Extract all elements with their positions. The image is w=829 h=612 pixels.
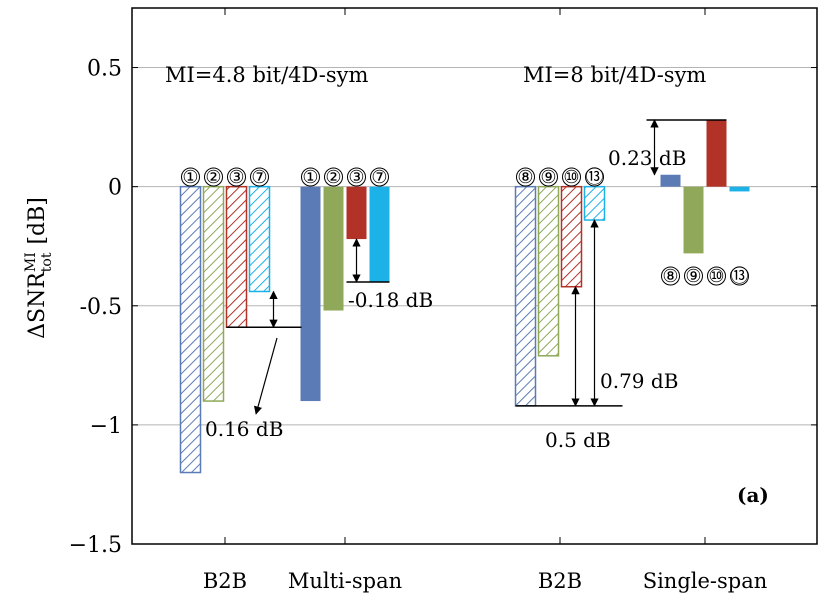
series-marker: ⑨: [540, 167, 556, 188]
pointer-arrow: [253, 337, 278, 415]
x-tick-label: B2B: [538, 569, 582, 593]
series-marker-circle: [301, 167, 320, 187]
annotation-label: 0.5 dB: [545, 428, 611, 452]
y-axis-label: ΔSNRMItot [dB]: [23, 197, 55, 339]
series-marker-circle: [227, 167, 246, 187]
y-tick-label: −1: [90, 414, 122, 439]
series-marker-circle: [347, 167, 366, 187]
series-marker-circle: [661, 266, 680, 286]
series-marker-circle: [585, 167, 604, 187]
series-marker: ⑬: [731, 266, 749, 287]
bar: [729, 186, 750, 192]
series-marker-circle: [250, 167, 269, 187]
bar: [369, 186, 390, 282]
series-marker-circle: [516, 167, 535, 187]
series-marker: ①: [182, 167, 198, 188]
series-marker-circle: [707, 266, 726, 286]
series-marker-circle: [539, 167, 558, 187]
svg-text:ΔSNRMItot[dB]: ΔSNRMItot [dB]: [23, 197, 55, 339]
bar: [537, 185, 560, 357]
x-tick-label: Single-span: [643, 569, 768, 593]
bar: [683, 186, 704, 254]
y-axis-label-sup: MI: [23, 252, 39, 272]
panel-label: (a): [737, 483, 769, 507]
bars-layer: ① ② ③ ⑦ ① ② ③ ⑦ ⑧ ⑨ ⑩ ⑬⑧ ⑨ ⑩ ⑬: [179, 119, 750, 474]
series-marker: ⑦: [251, 167, 267, 188]
axis-layer: 0.5 0 -0.5 −1 −1.5 B2B Multi-span B2B Single-spa…: [69, 7, 818, 593]
bar: [225, 185, 248, 328]
y-tick-label: 0.5: [87, 57, 122, 82]
bar: [248, 185, 271, 293]
annotation-label: 0.79 dB: [600, 369, 678, 393]
series-marker-circle: [370, 167, 389, 187]
annotation-label: 0.16 dB: [205, 417, 283, 441]
bar: [323, 186, 344, 311]
series-marker: ⑧: [517, 167, 533, 188]
annotation-layer: 0.16 dB -0.18 dB 0.79 dB 0.5 dB 0.23 dB: [205, 119, 727, 452]
plot-frame: [131, 7, 818, 545]
bar: [706, 119, 727, 187]
y-tick-label: 0: [108, 176, 122, 201]
series-marker: ②: [325, 167, 341, 188]
series-marker: ⑧: [662, 266, 678, 287]
bar: [179, 185, 202, 474]
annotation-label: -0.18 dB: [348, 288, 433, 312]
bar: [300, 186, 321, 402]
series-marker: ②: [205, 167, 221, 188]
series-marker: ⑩: [563, 167, 579, 188]
series-marker-circle: [684, 266, 703, 286]
series-marker: ①: [302, 167, 318, 188]
series-marker: ⑩: [708, 266, 724, 287]
series-marker: ⑦: [371, 167, 387, 188]
section-title-right: MI=8 bit/4D-sym: [523, 63, 706, 87]
series-marker-circle: [324, 167, 343, 187]
x-tick-label: Multi-span: [288, 569, 402, 593]
series-marker-circle: [730, 266, 749, 286]
series-marker-circle: [562, 167, 581, 187]
series-marker-circle: [204, 167, 223, 187]
bar: [583, 185, 606, 221]
bar: [660, 174, 681, 187]
bar: [346, 186, 367, 240]
bar: [560, 185, 583, 288]
y-axis-label-unit: [dB]: [25, 197, 50, 244]
series-marker: ⑬: [586, 167, 604, 188]
series-marker: ③: [228, 167, 244, 188]
x-tick-label: B2B: [203, 569, 247, 593]
annotation-label: 0.23 dB: [608, 146, 686, 170]
y-axis-label-sub: tot: [39, 252, 55, 272]
y-axis-label-main: ΔSNR: [25, 271, 50, 339]
y-tick-label: -0.5: [80, 295, 122, 320]
series-marker: ③: [348, 167, 364, 188]
y-tick-label: −1.5: [69, 533, 122, 558]
series-marker: ⑨: [685, 266, 701, 287]
section-title-left: MI=4.8 bit/4D-sym: [165, 63, 368, 87]
bar: [514, 185, 537, 407]
series-marker-circle: [181, 167, 200, 187]
bar: [202, 185, 225, 402]
